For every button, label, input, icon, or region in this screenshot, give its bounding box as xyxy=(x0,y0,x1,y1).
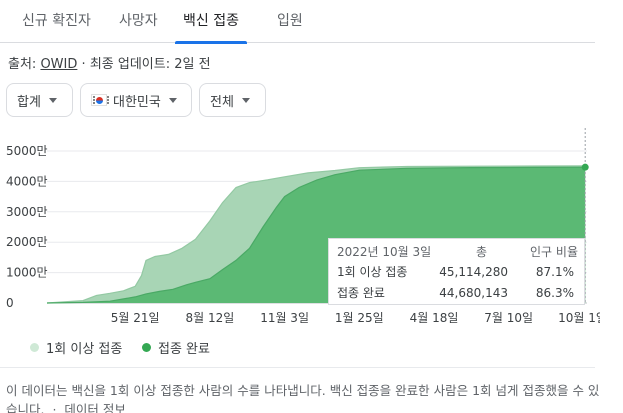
hover-point xyxy=(581,163,589,171)
tooltip-col-total: 총 xyxy=(475,245,487,259)
data-note-text: 이 데이터는 백신을 1회 이상 접종한 사람의 수를 나타냅니다. 백신 접종… xyxy=(6,383,600,413)
tooltip-row-label: 1회 이상 접종 xyxy=(337,265,408,279)
tab-vaccinations[interactable]: 백신 접종 xyxy=(175,0,247,44)
x-tick-label: 8월 12일 xyxy=(185,311,234,325)
data-info-link[interactable]: 데이터 정보 xyxy=(64,402,126,413)
metric-dropdown[interactable]: 합계 xyxy=(6,83,73,117)
chevron-down-icon xyxy=(241,97,250,103)
country-dropdown[interactable]: 대한민국 xyxy=(80,83,192,117)
country-dropdown-label: 대한민국 xyxy=(113,94,161,110)
korea-flag-icon xyxy=(91,94,109,106)
tab-deaths[interactable]: 사망자 xyxy=(119,13,158,29)
legend-label: 1회 이상 접종 xyxy=(46,342,123,357)
tooltip-date: 2022년 10월 3일 xyxy=(337,245,432,259)
tooltip-row-total: 45,114,280 xyxy=(439,265,508,279)
tooltip-row-full: 접종 완료 44,680,143 86.3% xyxy=(329,282,584,304)
y-tick-label: 4000만 xyxy=(6,174,48,188)
y-tick-label: 5000만 xyxy=(6,144,48,158)
tab-new-cases[interactable]: 신규 확진자 xyxy=(22,13,91,29)
legend-dot-icon xyxy=(142,343,151,352)
data-note: 이 데이터는 백신을 1회 이상 접종한 사람의 수를 나타냅니다. 백신 접종… xyxy=(6,381,606,413)
chart-hover-marker xyxy=(581,128,589,303)
legend-item-full[interactable]: 접종 완료 xyxy=(142,338,210,357)
line-full xyxy=(46,166,586,304)
divider xyxy=(0,367,595,368)
legend-label: 접종 완료 xyxy=(158,342,210,357)
tooltip-row-total: 44,680,143 xyxy=(439,286,508,300)
source-line: 출처: OWID · 최종 업데이트: 2일 전 xyxy=(8,53,211,72)
tab-hospitalizations[interactable]: 입원 xyxy=(277,13,303,29)
y-tick-label: 2000만 xyxy=(6,235,48,249)
tooltip-col-ratio: 인구 비율 xyxy=(530,245,578,259)
legend-item-dose1[interactable]: 1회 이상 접종 xyxy=(30,338,122,357)
y-axis-ticks: 0 1000만 2000만 3000만 4000만 5000만 xyxy=(6,144,48,310)
x-tick-label: 4월 18일 xyxy=(410,311,459,325)
line-dose1 xyxy=(46,165,586,304)
note-separator: · xyxy=(52,402,57,413)
population-dropdown[interactable]: 전체 xyxy=(199,83,266,117)
legend-dot-icon xyxy=(30,343,39,352)
source-prefix: 출처: xyxy=(8,57,37,72)
source-separator: · xyxy=(81,57,86,72)
x-axis-ticks: 5월 21일 8월 12일 11월 3일 1월 25일 4월 18일 7월 10일 10월 … xyxy=(111,311,600,325)
tooltip-row-dose1: 1회 이상 접종 45,114,280 87.1% xyxy=(329,261,584,283)
chevron-down-icon xyxy=(48,97,57,103)
tooltip-row-ratio: 86.3% xyxy=(535,286,574,300)
population-dropdown-label: 전체 xyxy=(210,94,234,110)
chevron-down-icon xyxy=(168,97,177,103)
chart-tooltip: 2022년 10월 3일 총 인구 비율 1회 이상 접종 45,114,280… xyxy=(328,238,585,305)
x-tick-label: 5월 21일 xyxy=(111,311,160,325)
tooltip-row-ratio: 87.1% xyxy=(535,265,574,279)
x-tick-label: 7월 10일 xyxy=(484,311,533,325)
x-tick-label: 10월 1일 xyxy=(558,311,600,325)
tab-bar: 신규 확진자 사망자 백신 접종 입원 xyxy=(0,0,595,44)
y-tick-label: 0 xyxy=(6,296,14,310)
last-updated: 최종 업데이트: 2일 전 xyxy=(89,57,211,72)
metric-dropdown-label: 합계 xyxy=(17,94,41,110)
y-tick-label: 3000만 xyxy=(6,205,48,219)
x-tick-label: 1월 25일 xyxy=(335,311,384,325)
tooltip-row-label: 접종 완료 xyxy=(337,286,385,300)
y-tick-label: 1000만 xyxy=(6,266,48,280)
x-tick-label: 11월 3일 xyxy=(260,311,309,325)
source-link[interactable]: OWID xyxy=(40,57,78,72)
